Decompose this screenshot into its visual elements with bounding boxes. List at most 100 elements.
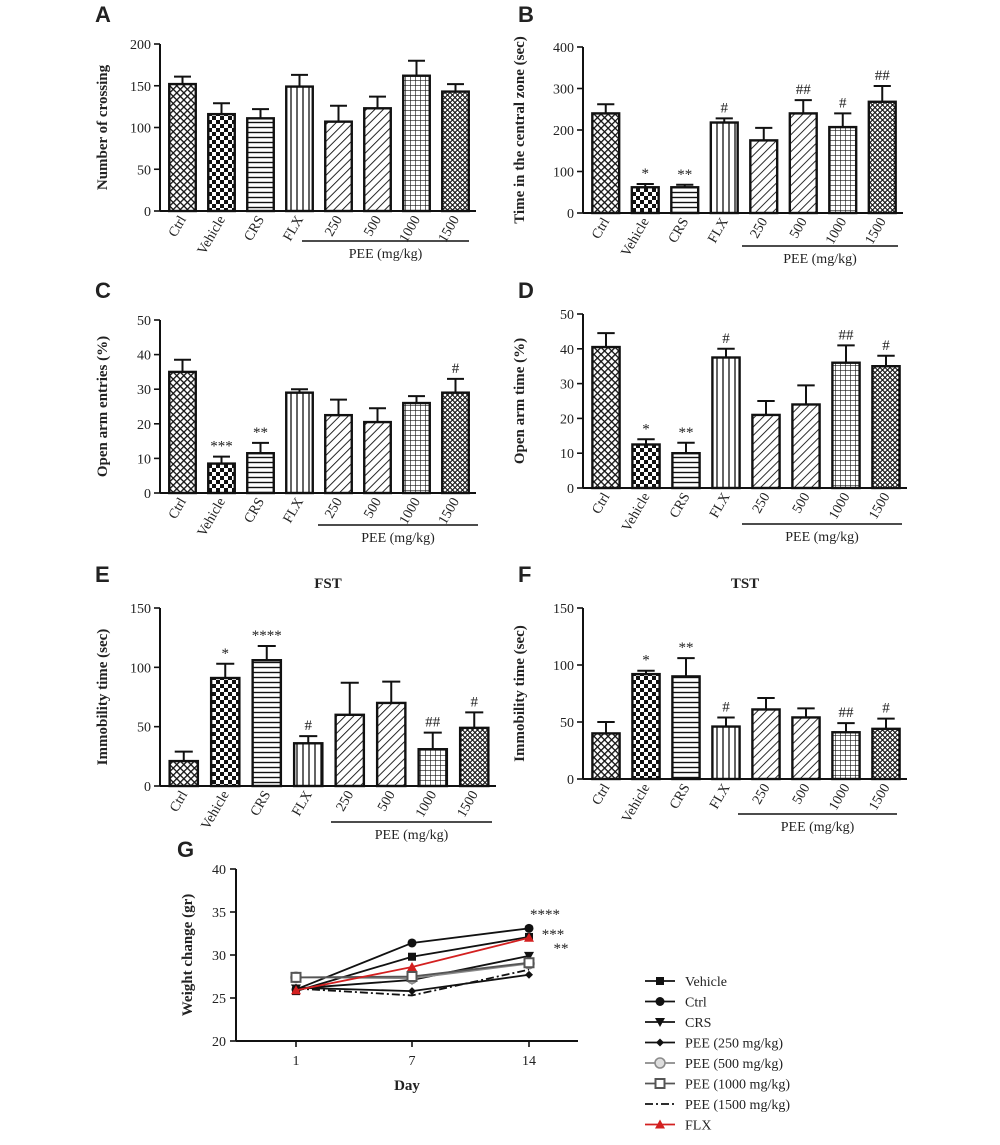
x-tick-label: 500 bbox=[790, 491, 813, 517]
significance-mark: ## bbox=[839, 705, 855, 721]
marker-square bbox=[656, 977, 664, 985]
y-tick-label: 40 bbox=[137, 349, 151, 364]
significance-mark: *** bbox=[542, 927, 565, 943]
significance-mark: ** bbox=[679, 425, 694, 441]
x-tick-label: FLX bbox=[281, 496, 307, 526]
y-tick-label: 20 bbox=[560, 412, 574, 427]
y-axis-label: Open arm entries (%) bbox=[95, 336, 111, 477]
x-tick-label: 250 bbox=[748, 216, 771, 242]
panel-label: F bbox=[518, 562, 531, 587]
y-tick-label: 20 bbox=[137, 418, 151, 433]
legend-label: Ctrl bbox=[685, 996, 707, 1011]
y-tick-label: 150 bbox=[130, 602, 151, 617]
x-tick-label: Vehicle bbox=[195, 496, 229, 540]
x-tick-label: Vehicle bbox=[619, 216, 653, 260]
x-tick-label: 250 bbox=[750, 491, 773, 517]
legend-label: PEE (1000 mg/kg) bbox=[685, 1078, 790, 1093]
significance-mark: # bbox=[722, 699, 730, 715]
x-tick-label: 1 bbox=[293, 1054, 300, 1069]
bar-vehicle bbox=[631, 443, 661, 490]
x-tick-label: 1000 bbox=[413, 789, 440, 821]
bar-ctrl bbox=[591, 732, 621, 781]
bar-crs bbox=[251, 659, 283, 788]
bar-250 bbox=[324, 413, 353, 495]
marker-triangle bbox=[524, 932, 534, 942]
significance-mark: ** bbox=[677, 167, 692, 183]
bar-crs bbox=[671, 675, 701, 781]
bar-1000 bbox=[828, 125, 858, 215]
significance-mark: ** bbox=[253, 425, 268, 441]
legend-label: PEE (500 mg/kg) bbox=[685, 1057, 783, 1072]
bar-crs bbox=[246, 452, 275, 495]
x-tick-label: FLX bbox=[281, 214, 307, 244]
x-tick-label: 1500 bbox=[436, 496, 463, 528]
bar-vehicle bbox=[630, 186, 660, 215]
significance-mark: ** bbox=[679, 640, 694, 656]
series-pee-1000-mg-kg- bbox=[290, 957, 535, 983]
y-tick-label: 100 bbox=[130, 122, 151, 137]
y-tick-label: 100 bbox=[130, 661, 151, 676]
x-tick-label: CRS bbox=[248, 789, 274, 819]
x-tick-label: CRS bbox=[242, 496, 268, 526]
legend-label: PEE (250 mg/kg) bbox=[685, 1037, 783, 1052]
bar-flx bbox=[285, 85, 314, 213]
bar-1500 bbox=[441, 90, 470, 213]
bar-500 bbox=[375, 701, 407, 788]
bar-crs bbox=[246, 117, 275, 213]
bar-vehicle bbox=[207, 112, 236, 213]
panel-e: E FST 0 50 100 150 Immobility time (sec) Ctrl * V… bbox=[95, 562, 496, 843]
panel-label: C bbox=[95, 278, 111, 303]
bar-1000 bbox=[402, 74, 431, 213]
panel-label: B bbox=[518, 2, 534, 27]
significance-mark: * bbox=[642, 421, 650, 437]
x-tick-label: 1500 bbox=[866, 782, 893, 814]
significance-mark: # bbox=[882, 338, 890, 354]
significance-mark: # bbox=[722, 331, 730, 347]
marker-circle bbox=[407, 938, 417, 948]
bar-ctrl bbox=[168, 82, 197, 213]
y-tick-label: 30 bbox=[212, 949, 226, 964]
bar-flx bbox=[711, 725, 741, 781]
bar-1500 bbox=[871, 365, 901, 490]
y-tick-label: 300 bbox=[553, 83, 574, 98]
bar-500 bbox=[788, 112, 818, 215]
y-axis-label: Open arm time (%) bbox=[512, 338, 528, 464]
x-tick-label: 14 bbox=[522, 1054, 536, 1069]
significance-mark: # bbox=[839, 95, 847, 111]
bar-vehicle bbox=[207, 462, 236, 495]
significance-mark: # bbox=[721, 100, 729, 116]
panel-d: D 0 10 20 30 40 50 Open arm time (%) Ctrl * Vehicl… bbox=[512, 278, 907, 545]
x-tick-label: FLX bbox=[289, 789, 315, 819]
y-axis-label: Weight change (gr) bbox=[180, 894, 196, 1016]
x-tick-label: 250 bbox=[334, 789, 357, 815]
panel-b: B 0 100 200 300 400 Time in the central zone (… bbox=[512, 2, 903, 267]
y-tick-label: 0 bbox=[144, 487, 151, 502]
y-tick-label: 0 bbox=[144, 205, 151, 220]
y-tick-label: 400 bbox=[553, 41, 574, 56]
x-tick-label: 500 bbox=[375, 789, 398, 815]
bar-flx bbox=[711, 356, 741, 490]
significance-mark: ## bbox=[839, 327, 855, 343]
y-tick-label: 25 bbox=[212, 992, 226, 1007]
y-tick-label: 20 bbox=[212, 1035, 226, 1050]
marker-circle-open bbox=[654, 1057, 666, 1069]
significance-mark: # bbox=[882, 701, 890, 717]
y-tick-label: 10 bbox=[137, 452, 151, 467]
significance-mark: * bbox=[642, 166, 650, 182]
y-tick-label: 30 bbox=[560, 378, 574, 393]
marker-diamond bbox=[525, 970, 533, 979]
marker-diamond bbox=[408, 987, 416, 996]
x-tick-label: 1500 bbox=[866, 491, 893, 523]
legend-label: PEE (1500 mg/kg) bbox=[685, 1098, 790, 1113]
bar-250 bbox=[751, 413, 781, 490]
group-label: PEE (mg/kg) bbox=[781, 820, 855, 835]
legend-label: Vehicle bbox=[685, 975, 727, 990]
significance-mark: ** bbox=[554, 941, 569, 957]
bar-ctrl bbox=[591, 112, 621, 215]
y-tick-label: 0 bbox=[144, 780, 151, 795]
bar-1000 bbox=[402, 401, 431, 495]
x-tick-label: Ctrl bbox=[589, 215, 613, 241]
x-tick-label: 1000 bbox=[823, 216, 850, 248]
significance-mark: # bbox=[471, 694, 479, 710]
y-tick-label: 10 bbox=[560, 447, 574, 462]
